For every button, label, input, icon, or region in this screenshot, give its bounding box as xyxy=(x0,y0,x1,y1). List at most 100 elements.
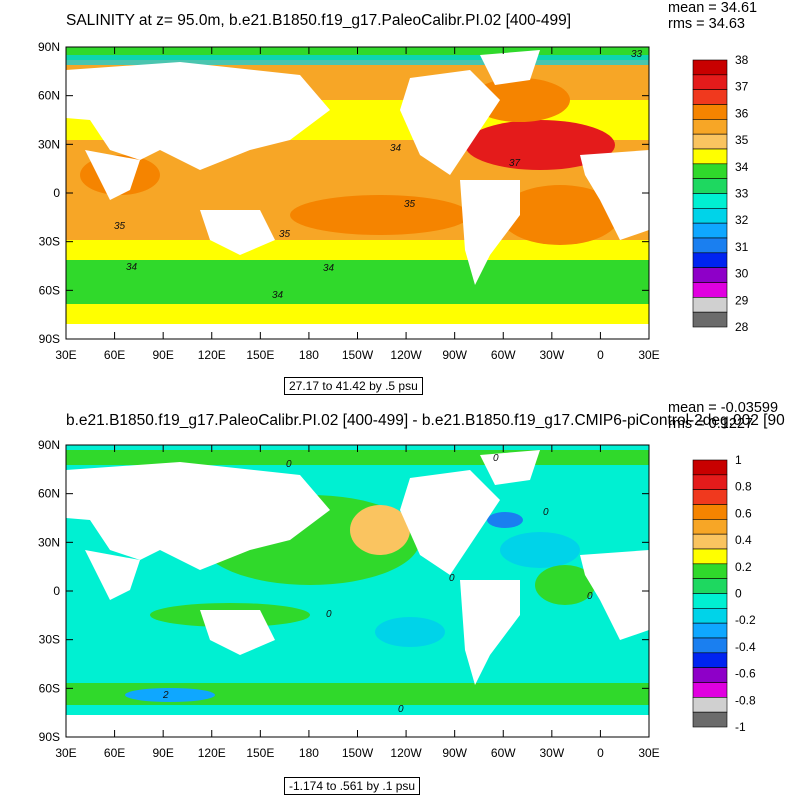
north-america-land xyxy=(400,470,500,575)
top-map-svg: 34 35 35 35 34 34 34 37 33 30E 60E 90E 120E… xyxy=(38,40,749,362)
bottom-x-axis: 30E 60E 90E 120E 150E 180 150W 120W 90W 60W 30W 0 30… xyxy=(55,445,660,760)
top-salinity-field xyxy=(66,47,649,339)
colorbar-swatch xyxy=(692,711,728,728)
x-tick-label: 0 xyxy=(597,348,604,362)
colorbar-swatch xyxy=(692,519,728,535)
south-america-land xyxy=(460,580,520,685)
x-tick-label: 0 xyxy=(597,746,604,760)
colorbar-label: 38 xyxy=(735,53,749,67)
contour-label: 35 xyxy=(114,221,126,232)
greenland-land xyxy=(480,450,540,485)
bottom-difference-field xyxy=(66,445,649,737)
y-tick-label: 30S xyxy=(39,633,60,647)
australia-land xyxy=(200,610,275,655)
colorbar-swatch xyxy=(692,504,728,520)
tropical-atlantic-positive xyxy=(535,565,595,605)
colorbar-swatch xyxy=(692,563,728,579)
colorbar-label: -0.4 xyxy=(735,640,756,654)
colorbar-label: 0.2 xyxy=(735,560,752,574)
colorbar-swatch xyxy=(692,697,728,713)
top-range-box: 27.17 to 41.42 by .5 psu xyxy=(284,377,423,395)
contour-label: 33 xyxy=(631,49,643,60)
top-stats: mean = 34.61 rms = 34.63 xyxy=(668,0,757,32)
y-tick-label: 30N xyxy=(38,535,60,549)
colorbar-swatch xyxy=(692,548,728,565)
x-tick-label: 30E xyxy=(638,746,659,760)
australia-land xyxy=(200,210,275,255)
north-pacific-peak xyxy=(350,505,410,555)
x-tick-label: 120W xyxy=(390,348,422,362)
colorbar-swatch xyxy=(692,593,728,609)
top-contour-labels: 34 35 35 35 34 34 34 37 33 xyxy=(114,49,643,301)
colorbar-swatch xyxy=(692,237,728,254)
colorbar-swatch xyxy=(692,297,728,313)
colorbar-swatch xyxy=(692,489,728,505)
colorbar-label: 30 xyxy=(735,267,749,281)
colorbar-label: 0.6 xyxy=(735,506,752,520)
contour-label: 34 xyxy=(126,262,138,273)
eurasia-land xyxy=(66,62,330,170)
x-tick-label: 30W xyxy=(539,746,564,760)
colorbar-swatch xyxy=(692,178,728,194)
x-tick-label: 90W xyxy=(442,746,467,760)
colorbar-swatch xyxy=(692,311,728,328)
north-atlantic-negative xyxy=(500,532,580,568)
southern-ocean-band xyxy=(66,260,649,308)
colorbar-label: 0 xyxy=(735,587,742,601)
colorbar-label: 36 xyxy=(735,106,749,120)
south-pacific-max xyxy=(290,195,470,235)
y-tick-label: 60S xyxy=(39,681,60,695)
bottom-map-title: b.e21.B1850.f19_g17.PaleoCalibr.PI.02 [4… xyxy=(66,412,785,429)
colorbar-label: 33 xyxy=(735,187,749,201)
africa-land xyxy=(580,550,649,640)
y-tick-label: 90N xyxy=(38,438,60,452)
south-atlantic-max xyxy=(500,185,620,245)
colorbar-swatch xyxy=(692,252,728,268)
colorbar-swatch xyxy=(692,222,728,239)
bottom-stats: mean = -0.03599 rms = 0.1227 xyxy=(668,400,778,432)
contour-label: 0 xyxy=(587,591,593,602)
contour-label: 34 xyxy=(323,263,335,274)
colorbar-swatch xyxy=(692,119,728,135)
africa-land xyxy=(580,150,649,240)
contour-label: 34 xyxy=(272,290,284,301)
x-tick-label: 120E xyxy=(198,348,226,362)
colorbar-swatch xyxy=(692,267,728,283)
eurasia-land xyxy=(66,462,330,570)
x-tick-label: 180 xyxy=(299,348,319,362)
colorbar-swatch xyxy=(692,74,728,90)
north-atlantic-max xyxy=(465,120,615,170)
y-tick-label: 90S xyxy=(39,730,60,744)
y-tick-label: 30N xyxy=(38,137,60,151)
colorbar-label: 0.4 xyxy=(735,533,752,547)
gulf-stream-negative xyxy=(487,512,523,528)
top-y-axis: 90N 60N 30N 0 30S 60S 90S xyxy=(38,40,649,346)
bottom-mean-label: mean = -0.03599 xyxy=(668,400,779,416)
arctic-green-band xyxy=(66,450,649,465)
colorbar-swatch xyxy=(692,578,728,594)
north-atlantic-upper xyxy=(470,78,570,122)
top-mean-label: mean = 34.61 xyxy=(668,0,758,16)
south-transition-band xyxy=(66,240,649,260)
bottom-contour-labels: 0 0 0 0 0 0 0 2 xyxy=(162,453,593,715)
bottom-colorbar: 1 0.8 0.6 0.4 0.2 0 -0.2 -0.4 -0.6 -0.8 -1 xyxy=(692,453,756,734)
colorbar-label: -0.2 xyxy=(735,613,756,627)
x-tick-label: 60W xyxy=(491,348,516,362)
colorbar-label: 0.8 xyxy=(735,480,752,494)
top-rms-label: rms = 34.63 xyxy=(668,16,745,32)
colorbar-swatch xyxy=(692,459,728,476)
contour-label: 0 xyxy=(543,507,549,518)
top-map-panel: SALINITY at z= 95.0m, b.e21.B1850.f19_g1… xyxy=(38,0,757,395)
x-tick-label: 60E xyxy=(104,348,125,362)
y-tick-label: 0 xyxy=(53,186,60,200)
colorbar-swatch xyxy=(692,133,728,150)
x-tick-label: 180 xyxy=(299,746,319,760)
x-tick-label: 150W xyxy=(342,746,374,760)
southern-negative-patch xyxy=(125,688,215,702)
colorbar-swatch xyxy=(692,682,728,698)
contour-label: 35 xyxy=(404,199,416,210)
colorbar-label: 29 xyxy=(735,293,749,307)
south-america-land xyxy=(460,180,520,285)
colorbar-swatch xyxy=(692,104,728,120)
colorbar-swatch xyxy=(692,637,728,654)
